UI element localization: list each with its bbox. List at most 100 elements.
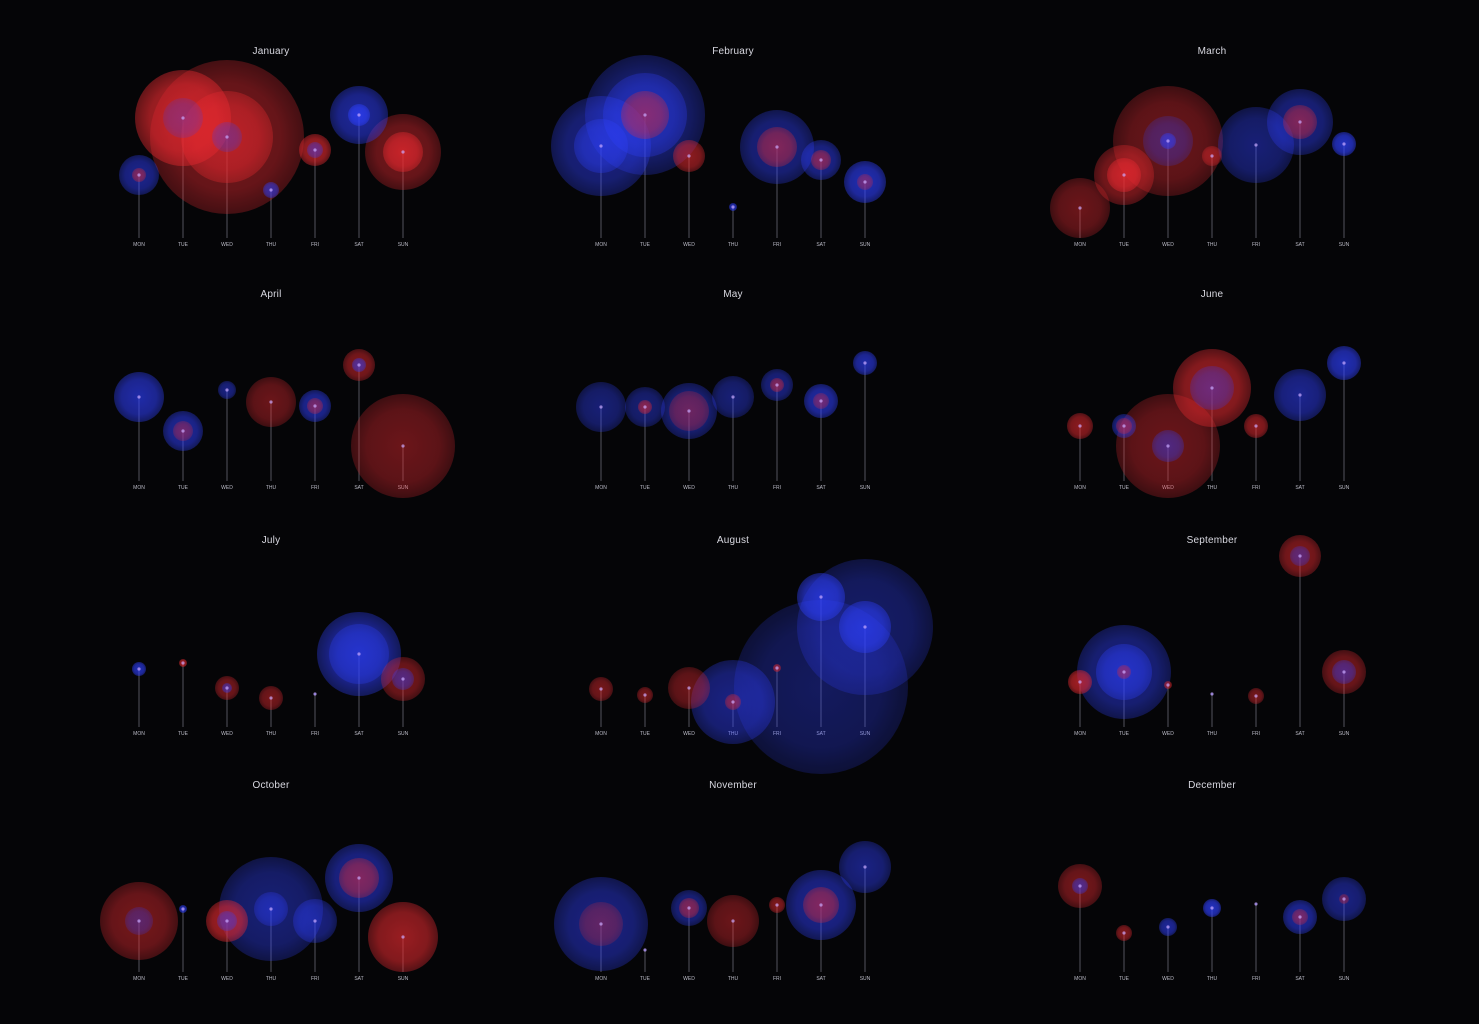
stem-top-tue: [643, 405, 647, 409]
day-label-fri: FRI: [773, 485, 781, 491]
stem-top-tue: [1122, 173, 1126, 177]
day-label-sat: SAT: [1295, 242, 1304, 248]
stem-top-wed: [1166, 444, 1170, 448]
stem-top-wed: [687, 686, 691, 690]
day-label-mon: MON: [133, 242, 145, 248]
stem-top-sat: [357, 363, 361, 367]
stem-top-fri: [1254, 424, 1258, 428]
day-label-tue: TUE: [178, 485, 189, 491]
stem-top-fri: [1254, 694, 1258, 698]
day-label-sun: SUN: [1339, 485, 1350, 491]
stem-top-wed: [225, 686, 229, 690]
day-label-wed: WED: [1162, 976, 1174, 982]
day-label-fri: FRI: [311, 731, 319, 737]
stem-top-sat: [819, 399, 823, 403]
stem-top-sat: [1298, 393, 1302, 397]
day-label-sat: SAT: [1295, 731, 1304, 737]
stem-top-sun: [1342, 897, 1346, 901]
stem-top-mon: [137, 395, 141, 399]
day-label-sat: SAT: [354, 242, 363, 248]
day-label-mon: MON: [1074, 242, 1086, 248]
stem-top-fri: [775, 145, 779, 149]
day-label-sun: SUN: [1339, 731, 1350, 737]
stem-top-mon: [599, 687, 603, 691]
day-label-mon: MON: [595, 485, 607, 491]
day-label-fri: FRI: [311, 242, 319, 248]
stem-top-tue: [1122, 670, 1126, 674]
day-label-wed: WED: [683, 976, 695, 982]
day-label-tue: TUE: [1119, 242, 1130, 248]
day-label-sun: SUN: [1339, 242, 1350, 248]
stem-top-thu: [1210, 692, 1214, 696]
stem-top-thu: [269, 400, 273, 404]
day-label-tue: TUE: [640, 485, 651, 491]
month-title: November: [709, 780, 757, 791]
day-label-sun: SUN: [398, 731, 409, 737]
day-label-thu: THU: [728, 976, 739, 982]
day-label-fri: FRI: [773, 976, 781, 982]
stem-top-tue: [1122, 931, 1126, 935]
day-label-sun: SUN: [860, 485, 871, 491]
day-label-thu: THU: [1207, 485, 1218, 491]
day-label-sun: SUN: [860, 976, 871, 982]
stem-top-sat: [1298, 915, 1302, 919]
day-label-sat: SAT: [816, 976, 825, 982]
stem-top-wed: [687, 409, 691, 413]
stem-top-mon: [1078, 680, 1082, 684]
stem-top-tue: [643, 113, 647, 117]
day-label-wed: WED: [683, 242, 695, 248]
day-label-tue: TUE: [640, 731, 651, 737]
day-label-wed: WED: [1162, 242, 1174, 248]
stem-top-thu: [731, 700, 735, 704]
day-label-sat: SAT: [354, 731, 363, 737]
stem-top-sat: [1298, 120, 1302, 124]
day-label-mon: MON: [133, 485, 145, 491]
stem-top-sat: [819, 158, 823, 162]
stem-top-sun: [863, 625, 867, 629]
stem-top-thu: [269, 188, 273, 192]
stem-top-mon: [137, 173, 141, 177]
day-label-wed: WED: [683, 485, 695, 491]
stem-top-tue: [1122, 424, 1126, 428]
stem-top-tue: [643, 693, 647, 697]
day-label-fri: FRI: [1252, 731, 1260, 737]
stem-top-sun: [1342, 361, 1346, 365]
stem-top-wed: [687, 906, 691, 910]
day-label-tue: TUE: [178, 976, 189, 982]
day-label-fri: FRI: [311, 485, 319, 491]
stem-top-wed: [687, 154, 691, 158]
month-title: May: [723, 289, 743, 300]
day-label-mon: MON: [1074, 731, 1086, 737]
stem-top-sat: [357, 876, 361, 880]
stem-top-sun: [401, 935, 405, 939]
day-label-sun: SUN: [398, 242, 409, 248]
stem-top-tue: [643, 948, 647, 952]
stem-top-wed: [225, 388, 229, 392]
day-label-wed: WED: [1162, 731, 1174, 737]
stem-top-fri: [1254, 143, 1258, 147]
day-label-thu: THU: [1207, 242, 1218, 248]
stem-top-tue: [181, 661, 185, 665]
stem-top-sat: [357, 113, 361, 117]
day-label-wed: WED: [683, 731, 695, 737]
stem-top-mon: [599, 144, 603, 148]
day-label-wed: WED: [221, 976, 233, 982]
day-label-fri: FRI: [1252, 976, 1260, 982]
day-label-mon: MON: [595, 242, 607, 248]
stem-top-wed: [1166, 683, 1170, 687]
stem-top-sun: [1342, 142, 1346, 146]
stem-top-sun: [401, 677, 405, 681]
month-title: March: [1197, 46, 1227, 57]
day-label-mon: MON: [133, 976, 145, 982]
day-label-fri: FRI: [1252, 485, 1260, 491]
day-label-thu: THU: [728, 485, 739, 491]
stem-top-wed: [225, 135, 229, 139]
day-label-sat: SAT: [1295, 485, 1304, 491]
